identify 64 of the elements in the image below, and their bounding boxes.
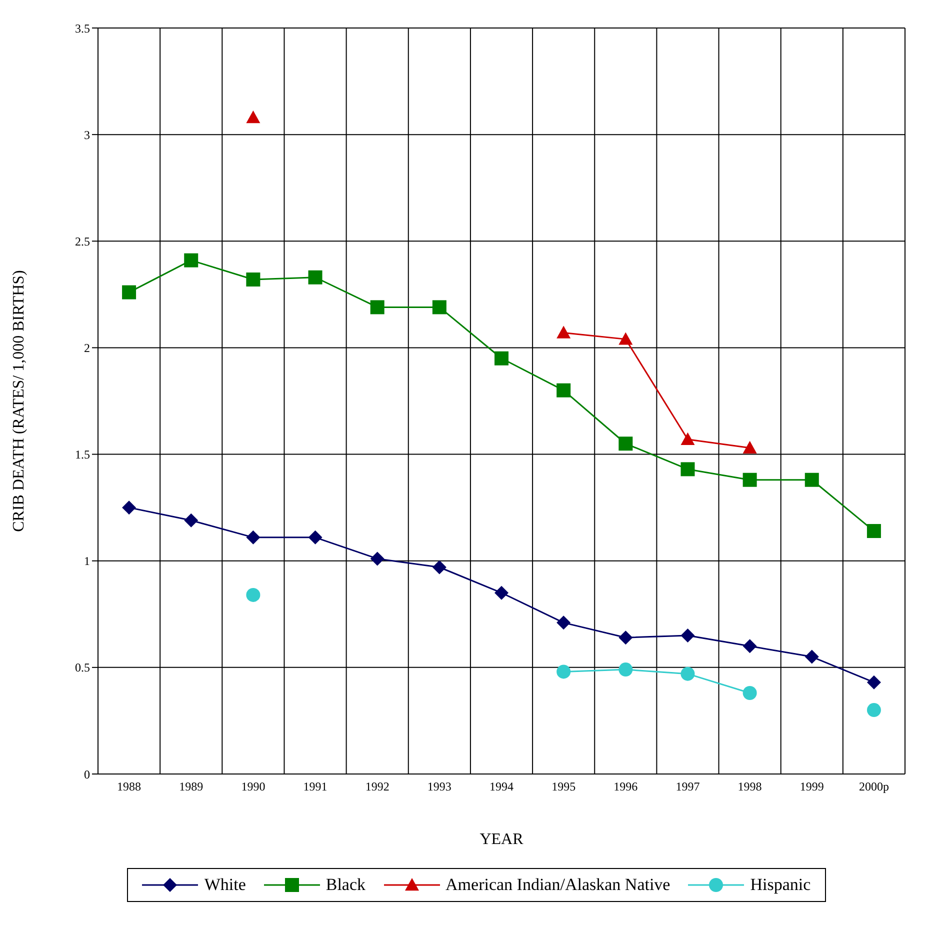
legend-label: White bbox=[204, 875, 246, 895]
legend-label: Hispanic bbox=[750, 875, 811, 895]
point bbox=[308, 270, 322, 284]
x-tick-label: 1989 bbox=[179, 780, 204, 794]
x-tick-label: 1996 bbox=[614, 780, 638, 794]
point bbox=[680, 432, 695, 445]
point bbox=[494, 351, 508, 366]
x-tick-label: 1992 bbox=[365, 780, 390, 794]
y-tick-label: 2.5 bbox=[75, 234, 90, 248]
point bbox=[680, 628, 695, 642]
point bbox=[866, 675, 881, 690]
x-tick-label: 2000p bbox=[858, 780, 889, 794]
x-tick-label: 1990 bbox=[241, 780, 266, 794]
point bbox=[742, 686, 757, 700]
point bbox=[246, 588, 260, 602]
x-tick-label: 1994 bbox=[490, 780, 514, 794]
legend-label: American Indian/Alaskan Native bbox=[446, 875, 670, 895]
point bbox=[246, 110, 260, 124]
point bbox=[866, 524, 881, 538]
x-tick-label: 1999 bbox=[800, 780, 824, 794]
point bbox=[432, 560, 446, 574]
point bbox=[804, 472, 819, 487]
x-axis-title: YEAR bbox=[480, 831, 524, 848]
y-tick-label: 0 bbox=[84, 767, 90, 782]
point bbox=[742, 472, 757, 487]
point bbox=[618, 436, 633, 451]
point bbox=[122, 285, 136, 300]
point bbox=[804, 650, 819, 664]
x-tick-label: 1988 bbox=[117, 780, 142, 794]
point bbox=[184, 253, 198, 268]
x-tick-label: 1998 bbox=[738, 780, 762, 794]
point bbox=[618, 630, 633, 645]
x-tick-label: 1993 bbox=[427, 780, 452, 794]
x-tick-label: 1997 bbox=[676, 780, 700, 794]
point bbox=[556, 664, 571, 679]
point bbox=[680, 666, 695, 681]
point bbox=[556, 326, 571, 338]
point bbox=[866, 703, 881, 718]
y-axis-title: CRIB DEATH (RATES/ 1,000 BIRTHS) bbox=[10, 270, 28, 532]
point bbox=[308, 530, 322, 544]
x-tick-label: 1995 bbox=[552, 780, 576, 794]
y-tick-label: 0.5 bbox=[75, 660, 90, 675]
y-tick-label: 1 bbox=[84, 554, 90, 568]
point bbox=[370, 552, 384, 566]
point bbox=[184, 513, 198, 528]
point bbox=[556, 616, 571, 630]
legend-label: Black bbox=[326, 875, 366, 895]
point bbox=[432, 300, 446, 314]
x-tick-label: 1991 bbox=[303, 780, 328, 794]
point bbox=[246, 272, 260, 287]
point bbox=[122, 500, 136, 515]
y-tick-label: 3 bbox=[84, 128, 90, 142]
point bbox=[618, 662, 633, 677]
point bbox=[246, 530, 260, 544]
point bbox=[742, 639, 757, 654]
y-tick-label: 1.5 bbox=[75, 448, 90, 462]
y-tick-label: 2 bbox=[84, 340, 90, 355]
point bbox=[556, 383, 571, 398]
y-tick-label: 3.5 bbox=[75, 21, 90, 36]
point bbox=[618, 332, 633, 345]
point bbox=[370, 300, 384, 314]
point bbox=[680, 462, 695, 476]
point bbox=[494, 586, 508, 600]
point bbox=[742, 440, 757, 454]
